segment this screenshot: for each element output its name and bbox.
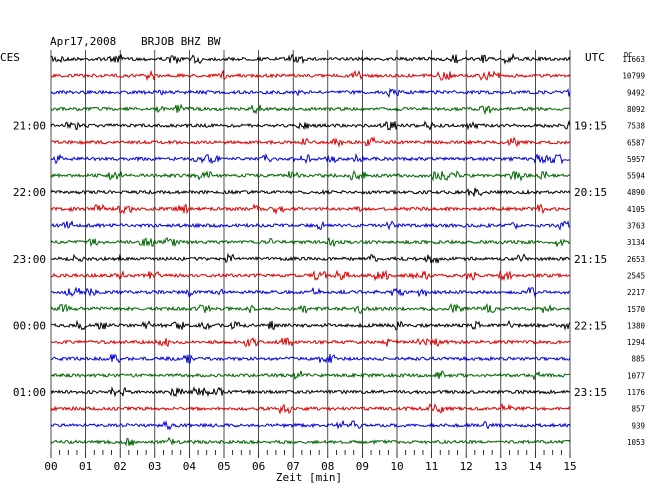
trace-line	[50, 152, 571, 165]
left-time-label: 22:00	[13, 186, 46, 199]
x-tick-label: 15	[563, 460, 576, 473]
left-time-label: 23:00	[13, 253, 46, 266]
trace-line	[50, 337, 571, 348]
dc-value: 1570	[627, 305, 646, 314]
trace-line	[50, 303, 571, 314]
dc-value: 5957	[627, 155, 645, 164]
x-tick-label: 05	[217, 460, 230, 473]
trace-line	[50, 419, 571, 431]
trace-line	[50, 269, 571, 282]
x-tick-label: 14	[529, 460, 543, 473]
right-time-label: 19:15	[574, 120, 607, 133]
left-time-label: 21:00	[13, 120, 46, 133]
trace-line	[50, 69, 571, 82]
right-time-label: 22:15	[574, 319, 607, 332]
trace-line	[50, 353, 571, 364]
x-tick-label: 09	[356, 460, 369, 473]
dc-value: 1294	[627, 338, 646, 347]
trace-line	[50, 237, 571, 248]
dc-value: 9492	[627, 88, 645, 97]
dc-value: 7538	[627, 122, 646, 131]
right-time-label: 20:15	[574, 186, 607, 199]
dc-value: 1380	[627, 321, 646, 330]
dc-value: 1053	[627, 438, 645, 447]
dc-value: 6587	[627, 138, 645, 147]
x-tick-label: 01	[79, 460, 92, 473]
time-axis: 00 01 02 03 04 05 06 07 08 09 10 11 12 13 14 15	[44, 450, 577, 473]
dc-value: 1077	[627, 371, 645, 380]
dc-value: 4890	[627, 188, 646, 197]
x-tick-label: 11	[425, 460, 438, 473]
dc-value: 2653	[627, 255, 645, 264]
dc-value: 5594	[627, 172, 646, 181]
right-time-label: 21:15	[574, 253, 607, 266]
trace-line	[50, 436, 571, 447]
trace-line	[50, 220, 571, 231]
x-tick-label: 02	[114, 460, 127, 473]
dc-value: 10799	[622, 72, 645, 81]
dc-value: 4105	[627, 205, 645, 214]
trace-line	[50, 370, 571, 381]
x-tick-label: 13	[494, 460, 507, 473]
dc-value: 2545	[627, 271, 645, 280]
x-tick-label: 10	[390, 460, 403, 473]
dc-value: 3763	[627, 222, 645, 231]
trace-line	[50, 169, 571, 182]
x-tick-label: 08	[321, 460, 334, 473]
dc-value: 857	[631, 405, 645, 414]
right-time-label: 23:15	[574, 386, 607, 399]
record-date: Apr17,2008	[50, 35, 116, 48]
dc-value: 1176	[627, 388, 646, 397]
dc-value: 885	[631, 355, 645, 364]
dc-value: 3134	[627, 238, 646, 247]
trace-line	[50, 402, 571, 415]
x-tick-label: 12	[460, 460, 473, 473]
station-code: BRJOB BHZ BW	[141, 35, 221, 48]
trace-line	[50, 103, 570, 116]
x-axis-title: Zeit [min]	[276, 471, 342, 484]
trace-line	[50, 319, 571, 331]
dc-value: 939	[631, 421, 645, 430]
right-timezone-label: UTC	[585, 51, 605, 64]
dc-value: 2217	[627, 288, 645, 297]
dc-value: 8092	[627, 105, 645, 114]
left-time-label: 01:00	[13, 386, 46, 399]
left-time-label: 00:00	[13, 319, 46, 332]
dc-column-header: DC	[624, 51, 632, 59]
left-timezone-label: CES	[0, 51, 20, 64]
x-tick-label: 07	[287, 460, 300, 473]
trace-line	[51, 252, 571, 264]
trace-line	[50, 136, 571, 148]
trace-rows	[50, 52, 571, 447]
trace-line	[50, 386, 571, 398]
trace-line	[50, 187, 571, 197]
x-tick-label: 00	[44, 460, 57, 473]
trace-line	[50, 87, 571, 98]
x-tick-label: 04	[183, 460, 197, 473]
x-tick-label: 03	[148, 460, 161, 473]
dc-value: 11663	[622, 55, 645, 64]
x-tick-label: 06	[252, 460, 265, 473]
trace-line	[50, 52, 571, 65]
minute-grid	[50, 50, 571, 450]
trace-line	[50, 203, 571, 216]
trace-line	[50, 286, 571, 299]
row-labels: 21:00 22:00 23:00 00:00 01:00 19:15 20:15 21:15…	[13, 55, 646, 447]
trace-line	[50, 119, 571, 131]
